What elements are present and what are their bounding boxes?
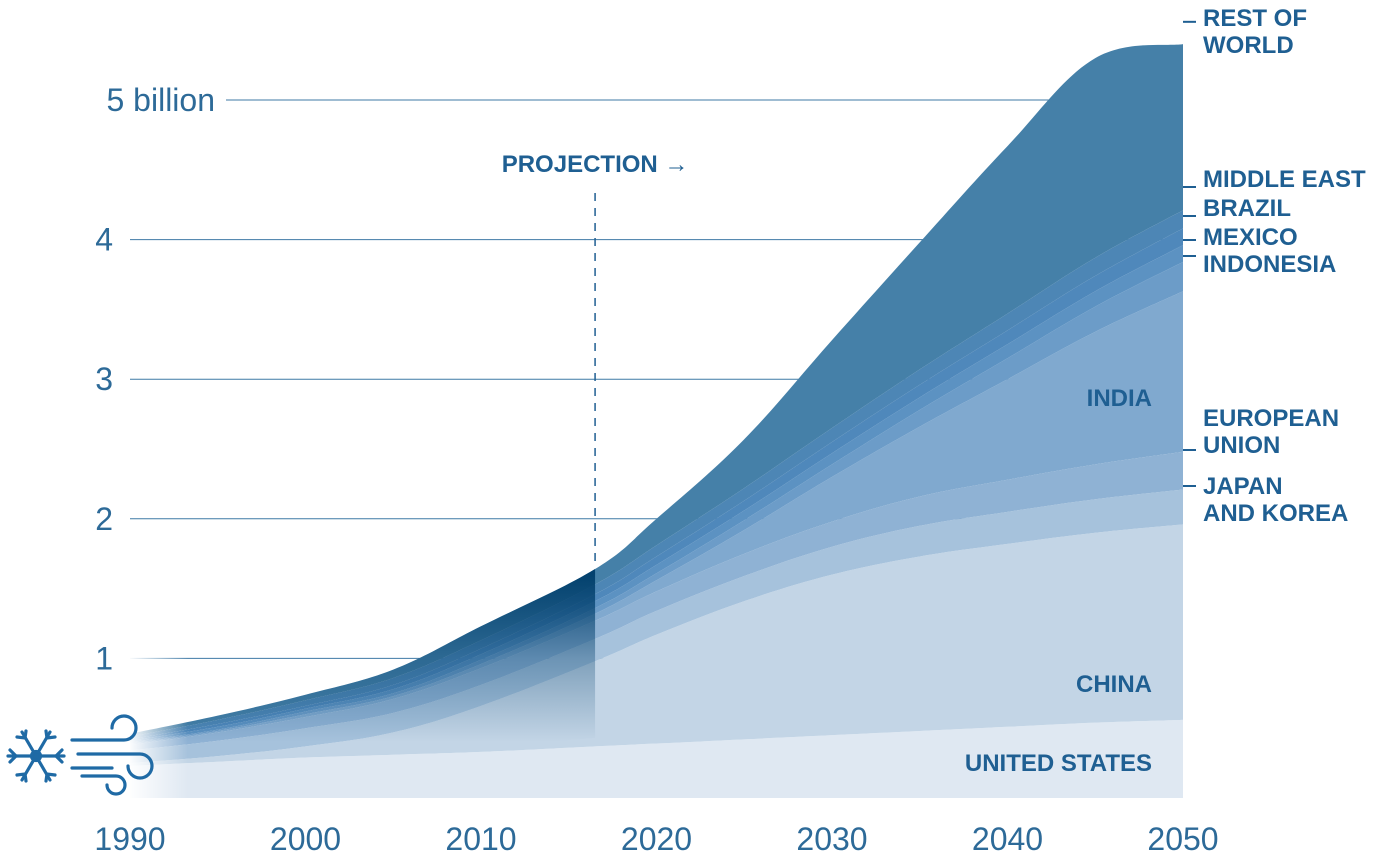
series-label-mexico: MEXICO (1203, 224, 1298, 251)
x-tick-label: 2030 (796, 821, 867, 857)
projection-marker: PROJECTION → (502, 151, 689, 568)
series-label-european-union: EUROPEAN UNION (1203, 405, 1339, 459)
series-label-united-states: UNITED STATES (965, 750, 1152, 777)
wind-icon (70, 714, 154, 796)
x-tick-label: 2010 (445, 821, 516, 857)
x-tick-label: 2000 (270, 821, 341, 857)
area-china (130, 524, 1183, 766)
projection-label: PROJECTION → (502, 151, 689, 178)
x-axis-ticks: 1990 2000 2010 2020 2030 2040 2050 (94, 821, 1218, 857)
series-labels: UNITED STATES CHINA JAPAN AND KOREA EUROPEAN… (965, 5, 1366, 777)
series-label-rest-of-world: REST OF WORLD (1203, 5, 1307, 59)
area-series (130, 44, 1183, 798)
y-tick-label: 4 (95, 222, 113, 258)
y-tick-label: 1 (95, 640, 113, 676)
series-label-india: INDIA (1087, 385, 1152, 412)
area-united-states (130, 719, 1183, 798)
series-label-brazil: BRAZIL (1203, 195, 1291, 222)
historical-shading (130, 569, 596, 766)
series-label-china: CHINA (1076, 671, 1152, 698)
y-tick-label: 2 (95, 501, 113, 537)
x-tick-label: 1990 (94, 821, 165, 857)
series-label-middle-east: MIDDLE EAST (1203, 166, 1366, 193)
snowflake-icon (6, 729, 66, 783)
x-tick-label: 2020 (621, 821, 692, 857)
series-label-japan-and-korea: JAPAN AND KOREA (1203, 473, 1348, 527)
area-japan-and-korea (130, 489, 1183, 764)
y-tick-label: 5 billion (106, 82, 215, 118)
y-axis-ticks: 1 2 3 4 5 billion (95, 82, 215, 676)
series-label-indonesia: INDONESIA (1203, 251, 1336, 278)
x-tick-label: 2050 (1147, 821, 1218, 857)
y-tick-label: 3 (95, 361, 113, 397)
overlays (128, 569, 596, 800)
area-european-union (130, 451, 1183, 751)
left-fade (128, 640, 188, 800)
area-rest-of-world (130, 44, 1183, 737)
x-tick-label: 2040 (972, 821, 1043, 857)
